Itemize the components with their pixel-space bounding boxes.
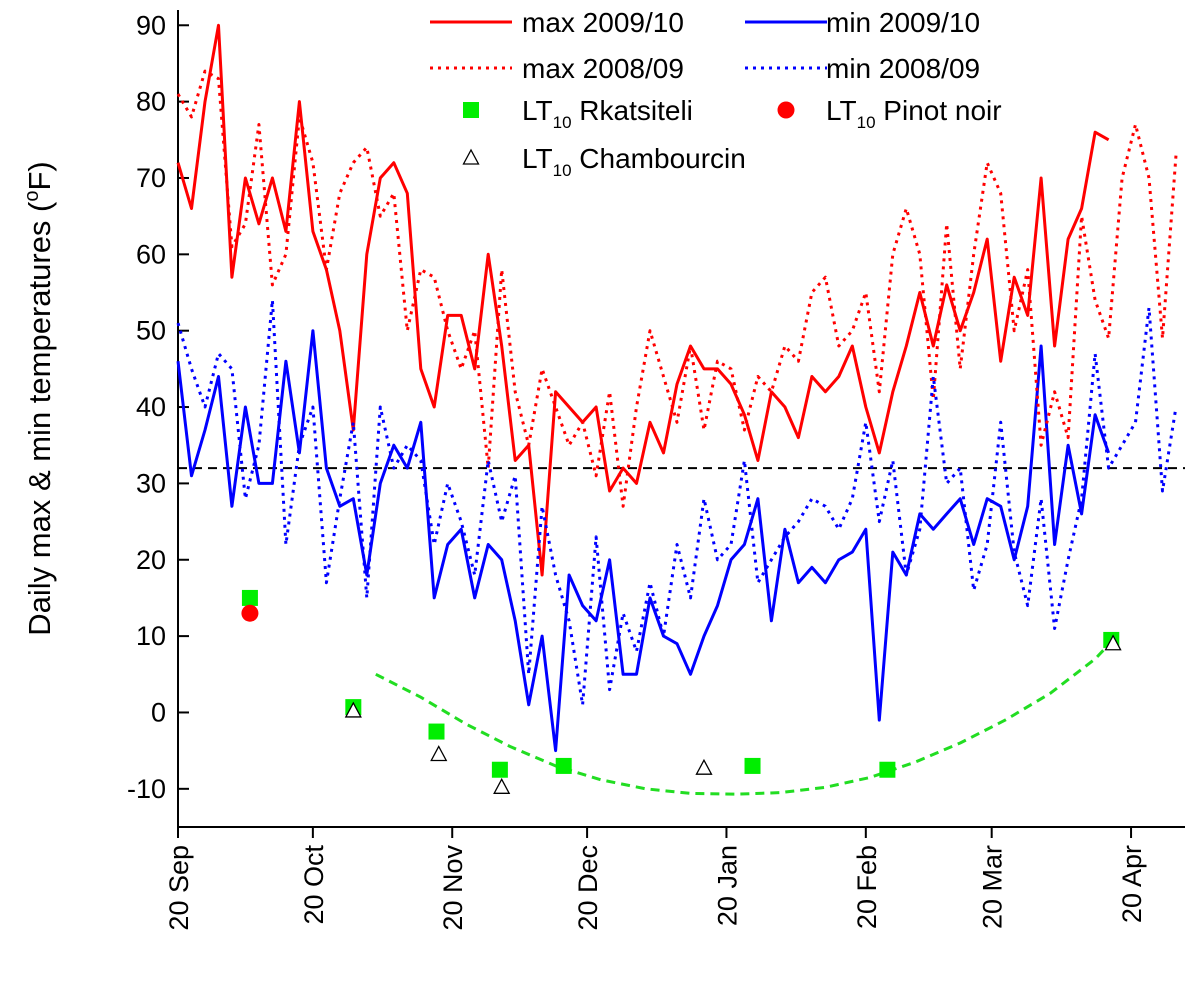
fit-line [375, 638, 1115, 796]
legend-label: LT10 Rkatsiteli [522, 95, 693, 132]
legend-part: Chambourcin [572, 143, 746, 174]
label-sup: o [21, 191, 43, 202]
marker-circle [777, 101, 795, 119]
y-tick-label: 40 [136, 392, 166, 422]
legend-label: LT10 Pinot noir [826, 95, 1002, 132]
series-line [176, 69, 1178, 508]
x-tick-label: 20 Feb [852, 845, 882, 929]
marker-triangle [344, 701, 362, 718]
y-tick-label: 0 [151, 697, 166, 727]
marker-square [879, 761, 896, 778]
y-axis-label: Daily max & min temperatures (oF) [21, 161, 57, 636]
marker-square [463, 102, 479, 118]
marker-square [491, 761, 508, 778]
legend-label: LT10 Chambourcin [522, 143, 746, 180]
y-tick-label: 80 [136, 87, 166, 117]
legend-part: Pinot noir [876, 95, 1002, 126]
legend-part: Rkatsiteli [572, 95, 693, 126]
y-tick-label: 30 [136, 468, 166, 498]
label-part: F) [22, 161, 57, 190]
series-line [176, 329, 1111, 753]
marker-circle [241, 604, 259, 622]
y-tick-label: 50 [136, 316, 166, 346]
x-tick-label: 20 Apr [1117, 845, 1147, 923]
marker-square [428, 723, 445, 740]
legend-sub: 10 [857, 113, 876, 132]
marker-triangle [1104, 634, 1122, 651]
y-tick-label: 60 [136, 239, 166, 269]
y-tick-label: 90 [136, 10, 166, 40]
x-tick-label: 20 Dec [573, 845, 603, 931]
label-part: Daily max & min temperatures ( [22, 201, 57, 636]
x-tick-label: 20 Sep [164, 845, 194, 931]
marker-square [241, 589, 258, 606]
legend-sub: 10 [553, 161, 572, 180]
marker-triangle [493, 777, 511, 794]
marker-square [744, 757, 761, 774]
legend-part: LT [522, 143, 553, 174]
legend-label: min 2009/10 [826, 7, 980, 38]
marker-triangle [695, 758, 713, 775]
legend-sub: 10 [553, 113, 572, 132]
marker-triangle [430, 745, 448, 762]
legend-label: min 2008/09 [826, 53, 980, 84]
y-tick-label: -10 [127, 774, 166, 804]
x-tick-label: 20 Jan [712, 845, 742, 926]
marker-triangle [462, 148, 480, 165]
legend-label: max 2008/09 [522, 53, 684, 84]
legend-label: max 2009/10 [522, 7, 684, 38]
series-line [176, 298, 1178, 707]
x-tick-label: 20 Nov [438, 845, 468, 931]
y-tick-label: 70 [136, 163, 166, 193]
y-tick-label: 10 [136, 621, 166, 651]
legend-part: LT [522, 95, 553, 126]
x-tick-label: 20 Mar [978, 845, 1008, 929]
y-tick-label: 20 [136, 545, 166, 575]
x-tick-label: 20 Oct [299, 845, 329, 925]
marker-square [555, 757, 572, 774]
legend-part: LT [826, 95, 857, 126]
